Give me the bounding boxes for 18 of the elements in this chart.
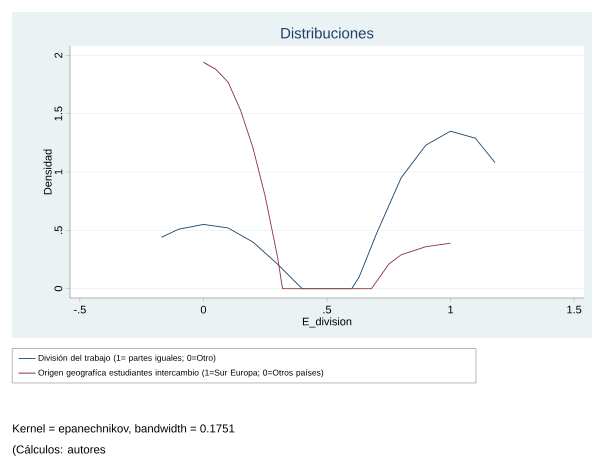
x-tick-label: 1.5 — [567, 306, 582, 314]
legend-label: Origen geografíca estudiantes intercambio (1=Sur Europa; 0=Otros países) — [38, 369, 324, 378]
text: Kernel = epanechnikov, bandwidth = 0.1751 — [13, 424, 234, 435]
chart-title: Distribuciones — [281, 28, 374, 38]
x-tick-label: 1 — [448, 306, 454, 314]
legend-label: División del trabajo (1= partes iguales; 0=Otro) — [38, 354, 216, 363]
x-tick-label: 0 — [200, 306, 206, 314]
y-tick-label: 1.5 — [54, 106, 62, 120]
line-series — [203, 62, 452, 290]
text: (Cálculos: autores — [12, 444, 106, 456]
x-tick-label: .5 — [323, 306, 332, 314]
y-tick-label: 1 — [54, 169, 62, 174]
x-tick-label: -.5 — [74, 306, 86, 314]
y-tick-label: .5 — [54, 226, 62, 234]
y-tick-label: 0 — [54, 286, 62, 292]
y-axis-title: Densidad — [44, 150, 52, 194]
x-axis-title: E_division — [302, 317, 352, 328]
y-tick-label: 2 — [54, 52, 62, 58]
